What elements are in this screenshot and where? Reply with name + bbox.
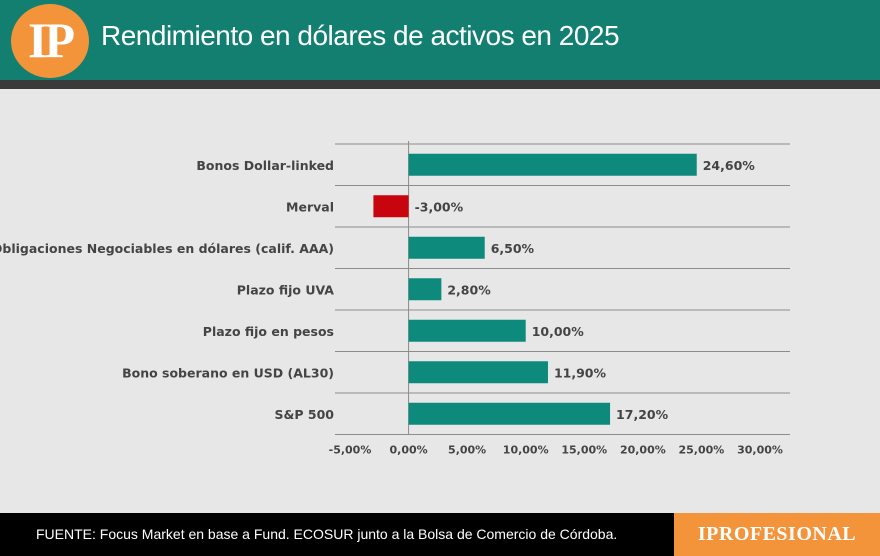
x-tick-label: -5,00% xyxy=(329,444,372,457)
x-tick-label: 5,00% xyxy=(448,444,486,457)
bar-chart: Bonos Dollar-linked 24,60% Merval -3,00% Obl… xyxy=(0,141,790,457)
bar xyxy=(408,402,611,425)
footer-bar: FUENTE: Focus Market en base a Fund. ECO… xyxy=(0,513,880,556)
category-label: Obligaciones Negociables en dólares (cal… xyxy=(0,241,334,256)
bar xyxy=(408,153,697,176)
x-tick-label: 10,00% xyxy=(503,444,549,457)
brand-name: IPROFESIONAL xyxy=(697,523,857,545)
x-tick-label: 25,00% xyxy=(679,444,725,457)
data-label: 11,90% xyxy=(554,365,607,380)
category-label: Merval xyxy=(286,199,334,214)
bar xyxy=(373,195,409,218)
logo-text: IP xyxy=(28,12,75,68)
header-bar: IP Rendimiento en dólares de activos en … xyxy=(0,0,880,80)
logo: IP xyxy=(11,4,89,78)
brand-badge: IPROFESIONAL xyxy=(674,513,880,556)
x-tick-label: 15,00% xyxy=(561,444,607,457)
data-label: 6,50% xyxy=(491,241,535,256)
data-label: 2,80% xyxy=(447,282,491,297)
chart-title: Rendimiento en dólares de activos en 202… xyxy=(101,20,620,51)
x-tick-label: 0,00% xyxy=(389,444,427,457)
category-label: Plazo fijo UVA xyxy=(237,282,335,297)
source-note: FUENTE: Focus Market en base a Fund. ECO… xyxy=(36,526,618,542)
category-label: S&P 500 xyxy=(274,407,334,422)
header-divider xyxy=(0,80,880,89)
bar xyxy=(408,319,526,342)
category-label: Bonos Dollar-linked xyxy=(196,158,334,173)
data-label: -3,00% xyxy=(415,199,464,214)
data-label: 10,00% xyxy=(532,324,585,339)
bar xyxy=(408,278,442,301)
x-tick-label: 30,00% xyxy=(737,444,783,457)
category-label: Bono soberano en USD (AL30) xyxy=(122,365,334,380)
category-label: Plazo fijo en pesos xyxy=(203,324,334,339)
data-label: 24,60% xyxy=(703,158,756,173)
x-tick-label: 20,00% xyxy=(620,444,666,457)
bar xyxy=(408,361,548,384)
data-label: 17,20% xyxy=(616,407,669,422)
bar xyxy=(408,236,485,259)
